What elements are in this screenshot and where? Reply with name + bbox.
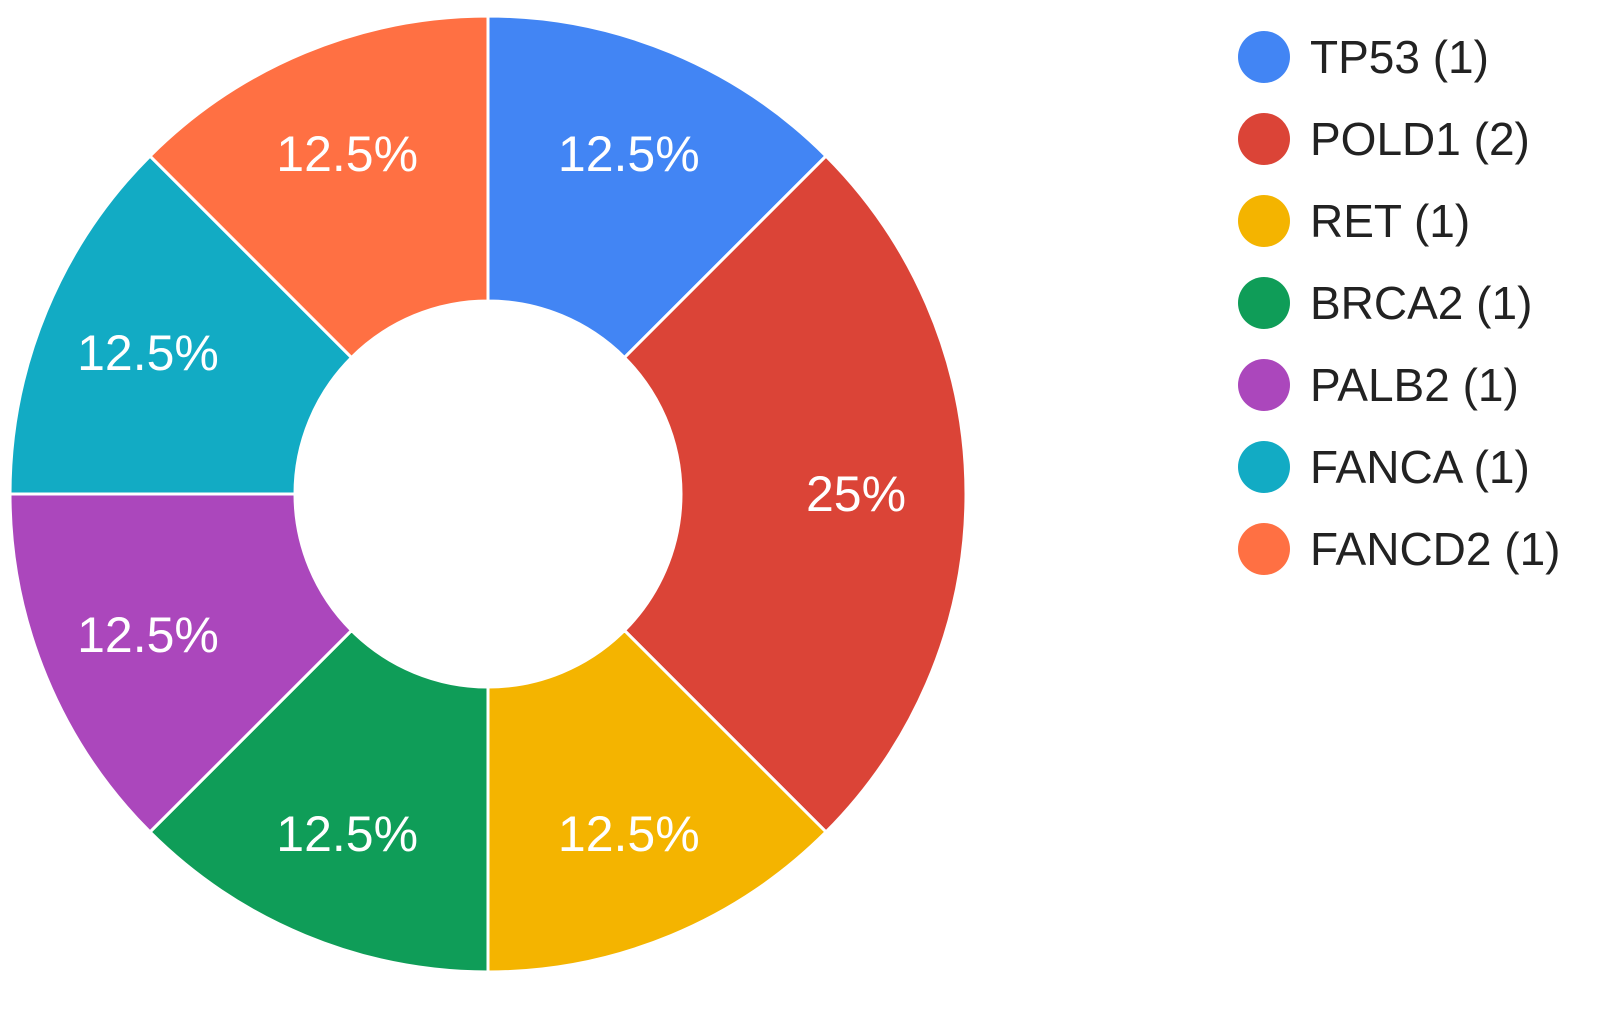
legend-swatch	[1238, 195, 1290, 247]
slice-label-brca2: 12.5%	[276, 806, 418, 862]
slice-label-palb2: 12.5%	[77, 607, 219, 663]
slice-label-ret: 12.5%	[558, 806, 700, 862]
legend-swatch	[1238, 523, 1290, 575]
legend-item-brca2[interactable]: BRCA2 (1)	[1238, 262, 1560, 344]
legend-item-fancd2[interactable]: FANCD2 (1)	[1238, 508, 1560, 590]
slice-label-fanca: 12.5%	[77, 325, 219, 381]
legend-swatch	[1238, 359, 1290, 411]
legend-item-fanca[interactable]: FANCA (1)	[1238, 426, 1560, 508]
legend-item-palb2[interactable]: PALB2 (1)	[1238, 344, 1560, 426]
chart-legend: TP53 (1) POLD1 (2) RET (1) BRCA2 (1) PALB2 (…	[1238, 16, 1560, 590]
legend-item-ret[interactable]: RET (1)	[1238, 180, 1560, 262]
slice-ret[interactable]	[486, 628, 829, 974]
legend-swatch	[1238, 31, 1290, 83]
legend-label: RET (1)	[1310, 195, 1471, 247]
slice-label-fancd2: 12.5%	[276, 126, 418, 182]
legend-item-tp53[interactable]: TP53 (1)	[1238, 16, 1560, 98]
legend-swatch	[1238, 441, 1290, 493]
slice-label-tp53: 12.5%	[558, 126, 700, 182]
slice-labels: 12.5% 25% 12.5% 12.5% 12.5% 12.5% 12.5%	[77, 126, 906, 862]
legend-label: TP53 (1)	[1310, 31, 1489, 83]
slice-pold1[interactable]	[622, 153, 968, 835]
legend-swatch	[1238, 277, 1290, 329]
legend-swatch	[1238, 113, 1290, 165]
legend-label: BRCA2 (1)	[1310, 277, 1533, 329]
legend-label: PALB2 (1)	[1310, 359, 1519, 411]
slice-brca2[interactable]	[147, 628, 490, 974]
slice-tp53[interactable]	[486, 14, 829, 360]
slice-fanca[interactable]	[8, 153, 354, 496]
slice-label-pold1: 25%	[806, 466, 906, 522]
donut-slices	[8, 14, 968, 974]
slice-palb2[interactable]	[8, 492, 354, 835]
legend-item-pold1[interactable]: POLD1 (2)	[1238, 98, 1560, 180]
slice-fancd2[interactable]	[147, 14, 490, 360]
legend-label: FANCD2 (1)	[1310, 523, 1561, 575]
legend-label: POLD1 (2)	[1310, 113, 1530, 165]
legend-label: FANCA (1)	[1310, 441, 1530, 493]
